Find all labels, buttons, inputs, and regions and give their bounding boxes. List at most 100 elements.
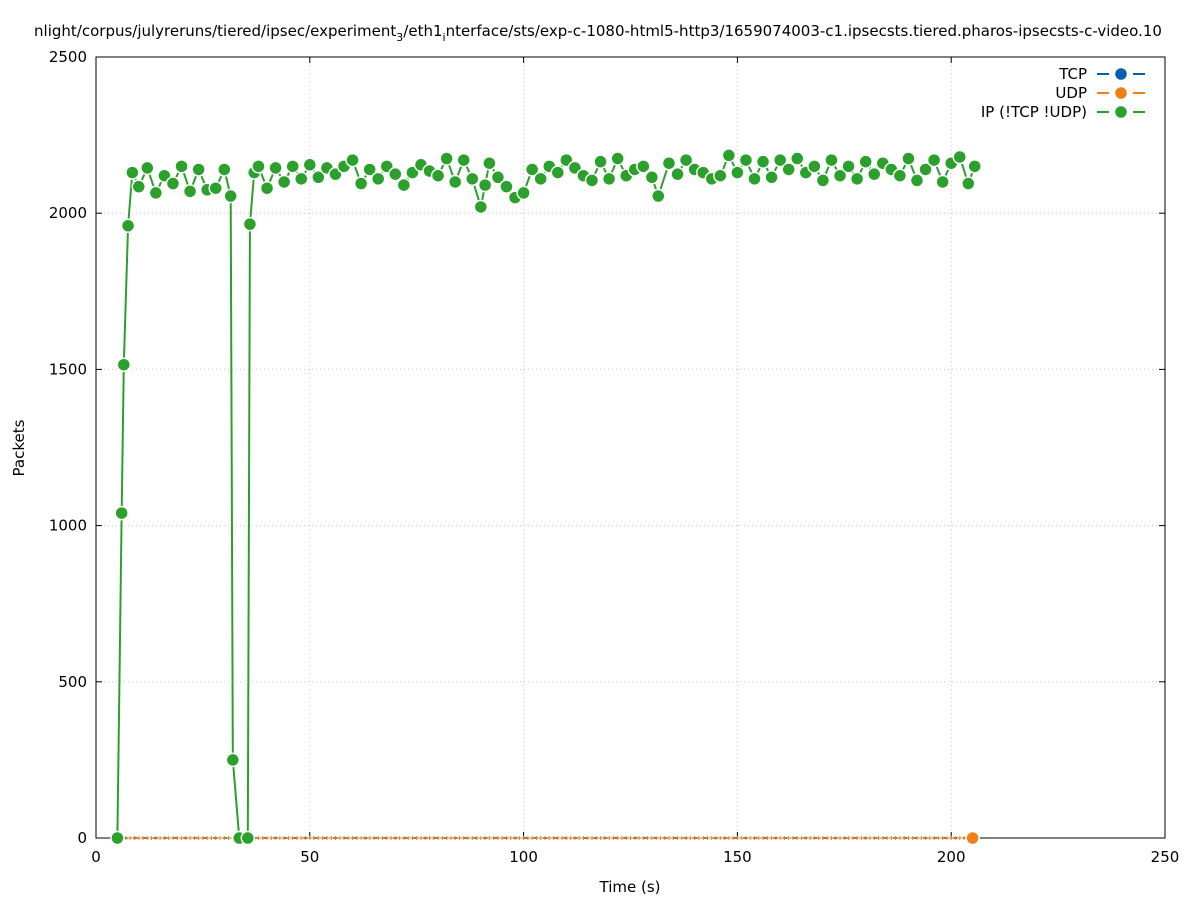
data-point (781, 162, 796, 177)
data-point (240, 830, 256, 846)
data-point (473, 199, 489, 215)
data-point (747, 171, 762, 187)
y-tick-label: 2500 (49, 48, 87, 66)
data-point (217, 162, 232, 177)
data-point (866, 166, 882, 182)
data-point (721, 148, 737, 163)
data-point (242, 216, 258, 232)
data-point (182, 184, 198, 199)
data-point (311, 170, 326, 185)
data-point (477, 177, 493, 193)
data-point (678, 152, 694, 168)
data-point (396, 177, 412, 193)
data-point (918, 162, 933, 177)
data-point (524, 162, 540, 177)
data-point (661, 155, 677, 171)
data-point (259, 180, 275, 196)
data-point (824, 152, 839, 168)
series-ip-tcp-udp (110, 148, 982, 846)
data-point (670, 166, 685, 182)
x-tick-label: 50 (300, 848, 319, 866)
data-point (832, 168, 848, 183)
data-point (967, 159, 982, 174)
data-point (935, 174, 950, 190)
data-point (447, 174, 463, 190)
data-point (965, 830, 980, 846)
data-point (208, 180, 223, 196)
series-layer (110, 148, 982, 846)
series-line (116, 153, 976, 839)
data-point (841, 159, 856, 174)
data-point (651, 188, 666, 204)
data-point (114, 505, 129, 521)
data-point (251, 159, 266, 174)
data-point (807, 159, 822, 174)
data-point (601, 171, 617, 187)
data-point (353, 176, 369, 191)
data-point (370, 171, 386, 187)
data-point (730, 165, 745, 180)
data-point (120, 218, 136, 233)
legend-marker (1113, 85, 1129, 101)
data-point (225, 752, 241, 768)
data-point (116, 357, 132, 372)
data-point (110, 830, 125, 846)
data-point (644, 170, 660, 185)
data-point (858, 154, 873, 169)
data-point (790, 151, 805, 166)
data-point (482, 155, 497, 171)
data-point (165, 176, 181, 191)
y-tick-label: 1000 (49, 517, 87, 535)
data-point (223, 188, 238, 204)
chart-title: nlight/corpus/julyreruns/tiered/ipsec/ex… (34, 22, 1162, 44)
data-point (456, 152, 471, 168)
data-point (892, 168, 908, 183)
data-point (636, 159, 651, 174)
legend-entry-ip-tcp-udp: IP (!TCP !UDP) (981, 103, 1145, 121)
data-point (140, 160, 155, 176)
data-point (131, 179, 147, 194)
data-point (952, 149, 968, 165)
x-tick-label: 100 (509, 848, 538, 866)
data-point (490, 170, 506, 185)
x-tick-label: 0 (91, 848, 101, 866)
data-point (191, 162, 206, 177)
data-point (738, 152, 754, 168)
legend-marker (1113, 104, 1129, 120)
data-point (533, 171, 548, 187)
data-point (713, 168, 728, 183)
y-tick-label: 2000 (49, 204, 87, 222)
y-tick-label: 1500 (49, 360, 87, 378)
data-point (593, 154, 608, 169)
legend-label: TCP (1058, 65, 1087, 83)
data-point (584, 173, 600, 188)
data-point (516, 185, 531, 201)
data-point (961, 176, 976, 191)
data-point (465, 171, 480, 187)
x-tick-label: 250 (1151, 848, 1180, 866)
data-point (772, 152, 788, 168)
data-point (439, 151, 454, 166)
y-tick-label: 500 (58, 673, 87, 691)
data-point (388, 166, 403, 182)
data-point (901, 151, 916, 166)
data-point (148, 185, 164, 201)
data-point (302, 157, 318, 173)
x-axis-title: Time (s) (599, 878, 661, 896)
data-point (909, 173, 925, 188)
y-tick-label: 0 (77, 829, 87, 847)
data-point (276, 174, 292, 190)
data-point (268, 160, 283, 176)
data-point (430, 168, 446, 183)
data-point (125, 165, 140, 180)
legend-label: UDP (1055, 84, 1087, 102)
data-point (764, 170, 779, 185)
legend-marker (1113, 66, 1129, 82)
data-point (293, 171, 309, 187)
data-point (345, 152, 360, 168)
data-point (755, 154, 771, 169)
series-udp (116, 830, 980, 846)
data-point (815, 173, 831, 188)
